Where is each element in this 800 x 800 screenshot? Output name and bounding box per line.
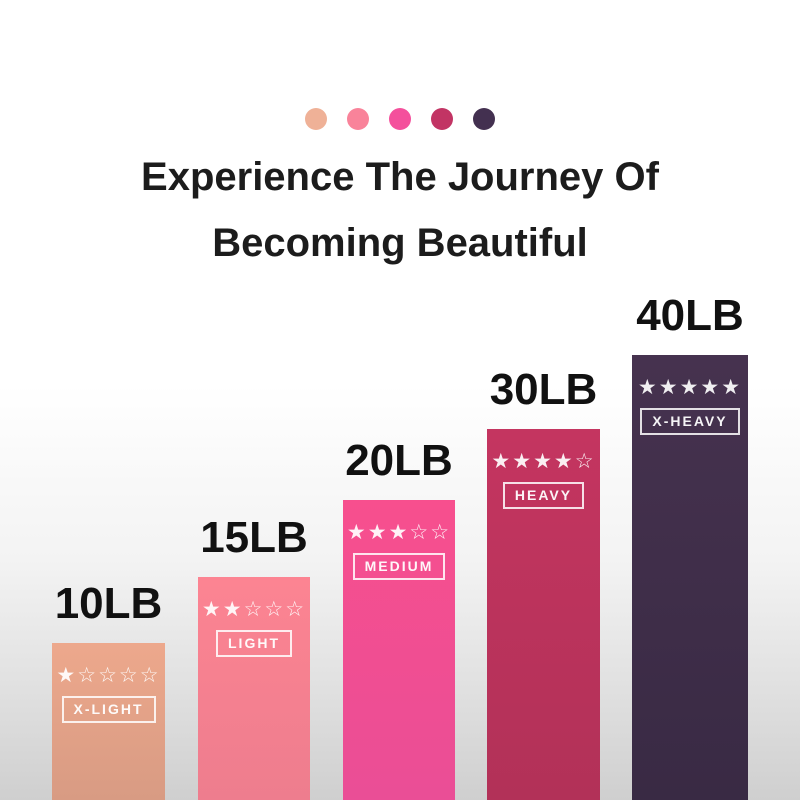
bar-light: ★★☆☆☆ LIGHT [198,577,310,800]
page-title: Experience The Journey Of Becoming Beaut… [0,144,800,276]
star-rating: ★★★★☆ [491,449,596,473]
bar-group-light: 15LB ★★☆☆☆ LIGHT [198,497,310,800]
bar-value-label: 30LB [489,365,598,414]
bar-value-label: 10LB [54,579,163,628]
bar-x-heavy: ★★★★★ X-HEAVY [632,355,748,800]
bar-heavy: ★★★★☆ HEAVY [487,429,600,800]
star-rating: ★☆☆☆☆ [56,663,161,687]
title-line-2: Becoming Beautiful [212,221,588,265]
level-badge: LIGHT [216,630,292,657]
palette-dot-x-light [305,108,327,130]
star-rating: ★★☆☆☆ [201,597,307,621]
bar-x-light: ★☆☆☆☆ X-LIGHT [52,643,165,800]
level-badge: MEDIUM [352,553,446,580]
bar-group-heavy: 30LB ★★★★☆ HEAVY [487,349,600,800]
title-line-1: Experience The Journey Of [141,155,659,199]
bar-medium: ★★★☆☆ MEDIUM [343,500,455,800]
palette-dot-heavy [431,108,453,130]
palette-dot-light [347,108,369,130]
palette-dot-x-heavy [473,108,495,130]
star-rating: ★★★☆☆ [346,520,452,544]
palette-dot-medium [389,108,411,130]
bar-group-x-heavy: 40LB ★★★★★ X-HEAVY [632,275,748,800]
bar-value-label: 20LB [345,436,453,485]
bar-group-x-light: 10LB ★☆☆☆☆ X-LIGHT [52,563,165,800]
level-badge: HEAVY [502,482,585,509]
bar-value-label: 15LB [200,513,308,562]
color-palette-row [0,108,800,130]
level-badge: X-HEAVY [640,408,740,435]
bar-group-medium: 20LB ★★★☆☆ MEDIUM [343,420,455,800]
level-badge: X-LIGHT [61,696,156,723]
bar-value-label: 40LB [636,291,744,340]
star-rating: ★★★★★ [637,375,743,399]
